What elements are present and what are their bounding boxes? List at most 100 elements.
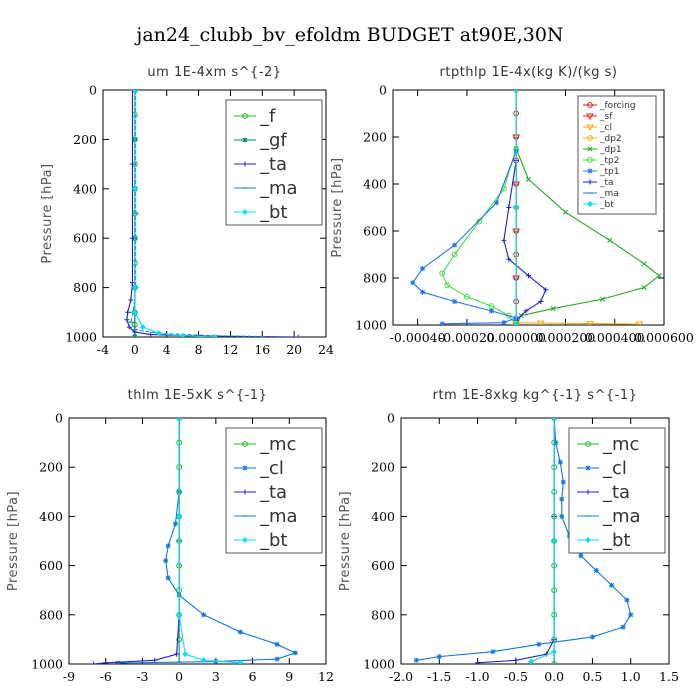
legend: _mc _cl _ta _ma _bt bbox=[568, 427, 666, 554]
data-point bbox=[176, 513, 183, 520]
y-tick-label: 600 bbox=[39, 558, 63, 573]
legend-label: _bt bbox=[259, 202, 287, 223]
legend-label: _ma bbox=[259, 506, 298, 527]
y-tick-label: 400 bbox=[371, 509, 395, 524]
series-group bbox=[90, 418, 298, 664]
legend: _f _gf _ta _ma _bt bbox=[225, 99, 323, 226]
plot-frame bbox=[400, 417, 670, 665]
data-point bbox=[152, 657, 158, 663]
legend-label: _mc bbox=[259, 434, 296, 455]
legend-label: _dp1 bbox=[599, 145, 622, 155]
panel-0: um 1E-4xm s^{-2} Pressure [hPa] -4 0 4 8 12 16 2… bbox=[40, 65, 334, 357]
series-line-ma bbox=[130, 90, 263, 337]
figure-title: jan24_clubb_bv_efoldm BUDGET at90E,30N bbox=[134, 24, 563, 46]
data-point bbox=[292, 650, 298, 656]
legend-label: _forcing bbox=[599, 101, 636, 111]
x-tick-label: -6 bbox=[100, 669, 112, 684]
data-point bbox=[139, 324, 146, 331]
x-tick-label: -0.00040 bbox=[390, 330, 446, 345]
data-point bbox=[131, 90, 138, 93]
data-point bbox=[536, 320, 545, 325]
data-point bbox=[501, 237, 507, 243]
y-tick-label: 0 bbox=[55, 411, 63, 426]
series-line-ta bbox=[93, 418, 180, 664]
data-point bbox=[179, 332, 186, 337]
y-tick-label: 1000 bbox=[65, 330, 97, 345]
legend-marker bbox=[242, 489, 248, 495]
legend-label: _ta bbox=[599, 178, 614, 188]
data-point bbox=[506, 205, 512, 210]
panel-title: rtpthlp 1E-4x(kg K)/(kg s) bbox=[440, 65, 618, 80]
data-point bbox=[620, 624, 626, 630]
data-point bbox=[129, 90, 135, 93]
data-point bbox=[131, 185, 138, 192]
legend-label: _ta bbox=[259, 154, 287, 175]
legend-label: _ma bbox=[602, 506, 641, 527]
series-group bbox=[413, 418, 634, 664]
data-point bbox=[641, 261, 647, 267]
series-line-cl bbox=[117, 418, 297, 664]
x-tick-label: 4 bbox=[163, 342, 171, 357]
data-point bbox=[182, 651, 189, 658]
series-line-bt bbox=[134, 90, 215, 337]
legend-marker bbox=[585, 465, 591, 471]
data-point bbox=[624, 597, 630, 603]
data-point bbox=[132, 334, 138, 337]
data-point bbox=[599, 296, 605, 302]
x-tick-label: 0.000200 bbox=[536, 330, 596, 345]
data-point bbox=[553, 440, 559, 446]
y-tick-label: 1000 bbox=[363, 657, 395, 672]
data-point bbox=[201, 612, 207, 618]
x-tick-label: -3 bbox=[136, 669, 148, 684]
data-point bbox=[165, 543, 171, 549]
y-tick-label: 200 bbox=[39, 460, 63, 475]
legend: _mc _cl _ta _ma _bt bbox=[225, 427, 323, 554]
legend-label: _bt bbox=[602, 530, 630, 551]
legend-marker bbox=[242, 465, 248, 471]
data-point bbox=[211, 334, 218, 337]
data-point bbox=[656, 273, 662, 279]
legend-label: _cl bbox=[259, 458, 284, 479]
data-point bbox=[295, 334, 301, 337]
data-point bbox=[103, 660, 109, 664]
legend-label: _mc bbox=[602, 434, 639, 455]
legend: _forcing_sf_cl_dp2_dp1_tp2_tp1_ta_ma_bt bbox=[577, 95, 657, 215]
legend-marker bbox=[586, 113, 594, 120]
x-tick-label: -1.0 bbox=[466, 669, 490, 684]
y-tick-label: 0 bbox=[379, 83, 387, 98]
legend-marker bbox=[587, 168, 593, 174]
data-point bbox=[551, 418, 558, 421]
x-tick-label: 12 bbox=[318, 669, 334, 684]
x-tick-label: -2.0 bbox=[389, 669, 413, 684]
data-point bbox=[420, 266, 426, 272]
legend-marker bbox=[587, 135, 593, 141]
data-point bbox=[176, 418, 183, 421]
data-point bbox=[557, 459, 563, 465]
data-point bbox=[562, 209, 569, 215]
y-tick-label: 200 bbox=[371, 460, 395, 475]
data-point bbox=[501, 320, 507, 325]
data-point bbox=[165, 575, 171, 581]
panel-3: rtm 1E-8xkg kg^{-1} s^{-1} Pressure [hPa]… bbox=[338, 388, 679, 684]
legend-label: _gf bbox=[259, 130, 287, 151]
series-line-ta bbox=[503, 160, 547, 325]
data-point bbox=[490, 649, 496, 655]
data-point bbox=[131, 284, 138, 291]
legend-marker bbox=[585, 441, 591, 447]
y-tick-label: 400 bbox=[363, 177, 387, 192]
series-line-cl bbox=[416, 418, 632, 661]
data-point bbox=[586, 321, 594, 325]
panel-title: thlm 1E-5xK s^{-1} bbox=[128, 388, 268, 403]
x-tick-label: 1.5 bbox=[659, 669, 679, 684]
y-tick-label: 400 bbox=[39, 509, 63, 524]
series-line-bt bbox=[178, 418, 241, 664]
data-point bbox=[476, 218, 483, 225]
data-point bbox=[148, 332, 154, 337]
data-point bbox=[420, 289, 426, 295]
x-tick-label: 0.0 bbox=[544, 669, 564, 684]
legend-box bbox=[225, 99, 323, 226]
legend-marker bbox=[585, 489, 591, 495]
y-tick-label: 0 bbox=[89, 83, 97, 98]
x-tick-label: 0 bbox=[175, 669, 183, 684]
